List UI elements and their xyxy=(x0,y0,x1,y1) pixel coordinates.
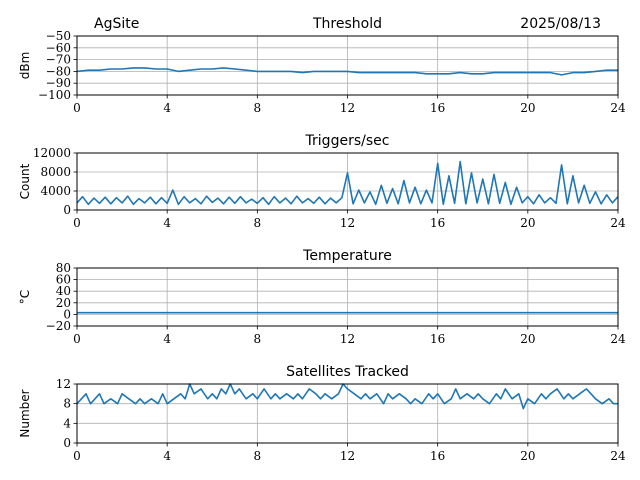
y-tick-label: −20 xyxy=(46,319,71,333)
x-tick-label: 4 xyxy=(163,449,171,463)
x-tick-label: 12 xyxy=(340,216,355,230)
y-tick-label: 4000 xyxy=(40,184,71,198)
site-label: AgSite xyxy=(94,16,139,32)
y-axis-label: Number xyxy=(18,389,32,437)
y-axis-label: dBm xyxy=(18,52,32,80)
series-line-0 xyxy=(76,160,619,206)
x-tick-label: 12 xyxy=(340,101,355,115)
x-tick-label: 20 xyxy=(520,101,535,115)
x-tick-label: 16 xyxy=(430,449,445,463)
y-tick-label: 0 xyxy=(63,203,71,217)
x-tick-label: 20 xyxy=(520,216,535,230)
series-line-0 xyxy=(76,67,618,76)
x-tick-label: 4 xyxy=(163,216,171,230)
y-tick-label: 20 xyxy=(56,296,71,310)
x-tick-label: 12 xyxy=(340,449,355,463)
x-tick-label: 0 xyxy=(73,449,81,463)
x-tick-label: 4 xyxy=(163,101,171,115)
y-tick-label: −80 xyxy=(46,64,71,78)
chart-title: Satellites Tracked xyxy=(286,364,409,380)
y-tick-label: 0 xyxy=(63,307,71,321)
x-tick-label: 8 xyxy=(254,216,262,230)
x-tick-label: 20 xyxy=(520,332,535,346)
x-tick-label: 8 xyxy=(254,449,262,463)
y-tick-label: 60 xyxy=(56,273,71,287)
y-tick-label: 80 xyxy=(56,261,71,275)
x-tick-label: 16 xyxy=(430,101,445,115)
x-tick-label: 8 xyxy=(254,332,262,346)
date-label: 2025/08/13 xyxy=(520,16,601,32)
chart-title: Temperature xyxy=(302,248,392,264)
x-tick-label: 0 xyxy=(73,101,81,115)
chart-title: Triggers/sec xyxy=(305,133,390,149)
panel-3: 0 4 8 12 16 20 24 0 4 8 12 Satellites Tracked Number xyxy=(18,364,626,463)
panel-0: 0 4 8 12 16 20 24 −100−90−80−70−60−50 Threshold d… xyxy=(18,16,626,115)
x-tick-label: 12 xyxy=(340,332,355,346)
y-axis-label: °C xyxy=(18,290,32,304)
x-tick-label: 20 xyxy=(520,449,535,463)
y-tick-label: −100 xyxy=(38,88,71,102)
x-tick-label: 24 xyxy=(610,332,626,346)
series-line-0 xyxy=(76,383,618,410)
y-tick-label: −50 xyxy=(46,29,71,43)
x-tick-label: 16 xyxy=(430,332,445,346)
y-tick-label: −60 xyxy=(46,41,71,55)
chart-panels: 0 4 8 12 16 20 24 −100−90−80−70−60−50 Threshold d… xyxy=(18,16,626,463)
y-tick-label: 40 xyxy=(56,284,71,298)
y-tick-label: −90 xyxy=(46,76,71,90)
y-tick-label: 8 xyxy=(63,397,71,411)
y-tick-label: 0 xyxy=(63,436,71,450)
x-tick-label: 24 xyxy=(610,101,626,115)
panel-1: 0 4 8 12 16 20 24 0 4000 8000 12000 Triggers/sec Cou… xyxy=(18,133,626,230)
x-tick-label: 8 xyxy=(254,101,262,115)
y-tick-label: 12 xyxy=(56,377,71,391)
y-tick-label: −70 xyxy=(46,53,71,67)
y-tick-label: 12000 xyxy=(33,146,71,160)
y-axis-label: Count xyxy=(18,163,32,199)
x-tick-label: 24 xyxy=(610,216,626,230)
x-tick-label: 0 xyxy=(73,216,81,230)
x-tick-label: 16 xyxy=(430,216,445,230)
chart-title: Threshold xyxy=(312,16,382,32)
x-tick-label: 0 xyxy=(73,332,81,346)
y-tick-label: 4 xyxy=(63,416,71,430)
x-tick-label: 4 xyxy=(163,332,171,346)
y-tick-label: 8000 xyxy=(40,165,71,179)
x-tick-label: 24 xyxy=(610,449,626,463)
